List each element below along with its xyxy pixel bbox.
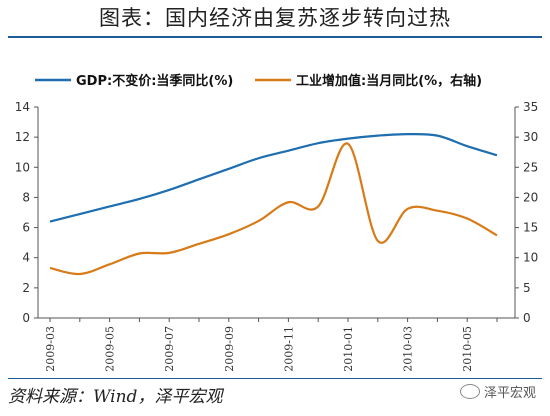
x-tick-label: 2009-05 — [104, 326, 117, 372]
left-tick-label: 4 — [22, 251, 30, 265]
title-divider — [8, 36, 542, 38]
gdp-series-line — [49, 132, 498, 223]
x-tick-label: 2010-03 — [402, 326, 415, 372]
right-tick-label: 10 — [523, 251, 538, 265]
right-tick-label: 5 — [523, 281, 531, 295]
right-tick-label: 25 — [523, 160, 538, 174]
x-tick-label: 2009-11 — [282, 326, 295, 372]
right-tick-label: 0 — [523, 311, 531, 325]
x-tick-label: 2010-01 — [342, 326, 355, 372]
left-tick-label: 6 — [22, 221, 30, 235]
chart-title: 图表：国内经济由复苏逐步转向过热 — [99, 6, 451, 30]
left-tick-label: 12 — [15, 130, 30, 144]
source-note: 资料来源：Wind，泽平宏观 — [8, 387, 223, 407]
x-tick-label: 2009-07 — [163, 326, 176, 372]
left-tick-label: 2 — [22, 281, 30, 295]
x-tick-label: 2010-05 — [461, 326, 474, 372]
right-tick-label: 20 — [523, 190, 538, 204]
left-tick-label: 14 — [15, 100, 30, 114]
industry-series-line — [49, 142, 498, 276]
right-tick-label: 30 — [523, 130, 538, 144]
wechat-icon — [459, 384, 480, 399]
left-tick-label: 8 — [22, 190, 30, 204]
legend-gdp-label: GDP:不变价:当季同比(%) — [76, 73, 233, 89]
legend-industry-label: 工业增加值:当月同比(%，右轴) — [296, 73, 482, 89]
watermark-label: 泽平宏观 — [483, 386, 536, 401]
right-tick-label: 35 — [523, 100, 538, 114]
footer-divider — [8, 378, 542, 379]
x-tick-label: 2009-09 — [223, 326, 236, 372]
left-tick-label: 0 — [22, 311, 30, 325]
right-tick-label: 15 — [523, 221, 538, 235]
watermark: 泽平宏观 — [459, 382, 536, 401]
x-tick-label: 2009-03 — [44, 326, 57, 372]
left-tick-label: 10 — [15, 160, 30, 174]
